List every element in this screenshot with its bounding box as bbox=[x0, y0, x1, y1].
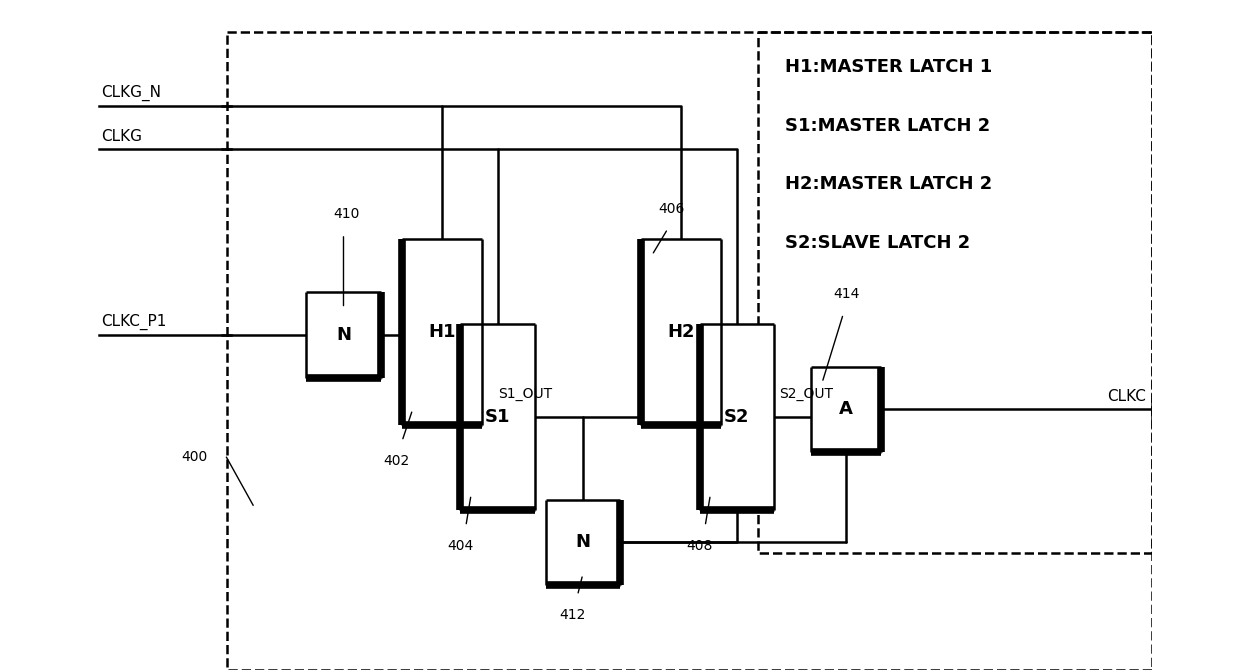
Bar bbox=[641, 239, 720, 425]
Text: 402: 402 bbox=[383, 454, 409, 468]
Text: CLKC_P1: CLKC_P1 bbox=[100, 314, 166, 330]
Text: H1:MASTER LATCH 1: H1:MASTER LATCH 1 bbox=[785, 58, 992, 76]
Text: H1: H1 bbox=[428, 324, 455, 341]
Text: 408: 408 bbox=[687, 539, 713, 553]
Text: H2: H2 bbox=[667, 324, 694, 341]
Text: 412: 412 bbox=[559, 608, 585, 622]
Text: H2:MASTER LATCH 2: H2:MASTER LATCH 2 bbox=[785, 176, 992, 194]
Bar bbox=[402, 239, 482, 425]
Text: 404: 404 bbox=[448, 539, 474, 553]
Text: 410: 410 bbox=[334, 207, 360, 221]
Bar bbox=[811, 367, 880, 452]
Text: S1: S1 bbox=[485, 409, 511, 426]
Text: 400: 400 bbox=[181, 450, 208, 464]
Text: S1_OUT: S1_OUT bbox=[497, 387, 552, 401]
Text: S1:MASTER LATCH 2: S1:MASTER LATCH 2 bbox=[785, 117, 990, 135]
Text: CLKG: CLKG bbox=[100, 129, 143, 143]
Text: CLKC: CLKC bbox=[1107, 389, 1146, 404]
Text: N: N bbox=[336, 326, 351, 344]
Bar bbox=[306, 293, 381, 377]
Bar bbox=[699, 324, 774, 511]
Text: 414: 414 bbox=[833, 287, 859, 301]
Text: S2_OUT: S2_OUT bbox=[780, 387, 833, 401]
Bar bbox=[758, 32, 1152, 553]
Text: A: A bbox=[839, 401, 853, 419]
Bar bbox=[546, 500, 620, 585]
Bar bbox=[460, 324, 534, 511]
Text: S2: S2 bbox=[724, 409, 750, 426]
Text: S2:SLAVE LATCH 2: S2:SLAVE LATCH 2 bbox=[785, 234, 970, 252]
Text: 406: 406 bbox=[658, 202, 684, 216]
Text: N: N bbox=[575, 533, 590, 551]
Bar bbox=[227, 32, 1152, 670]
Text: CLKG_N: CLKG_N bbox=[100, 85, 161, 101]
